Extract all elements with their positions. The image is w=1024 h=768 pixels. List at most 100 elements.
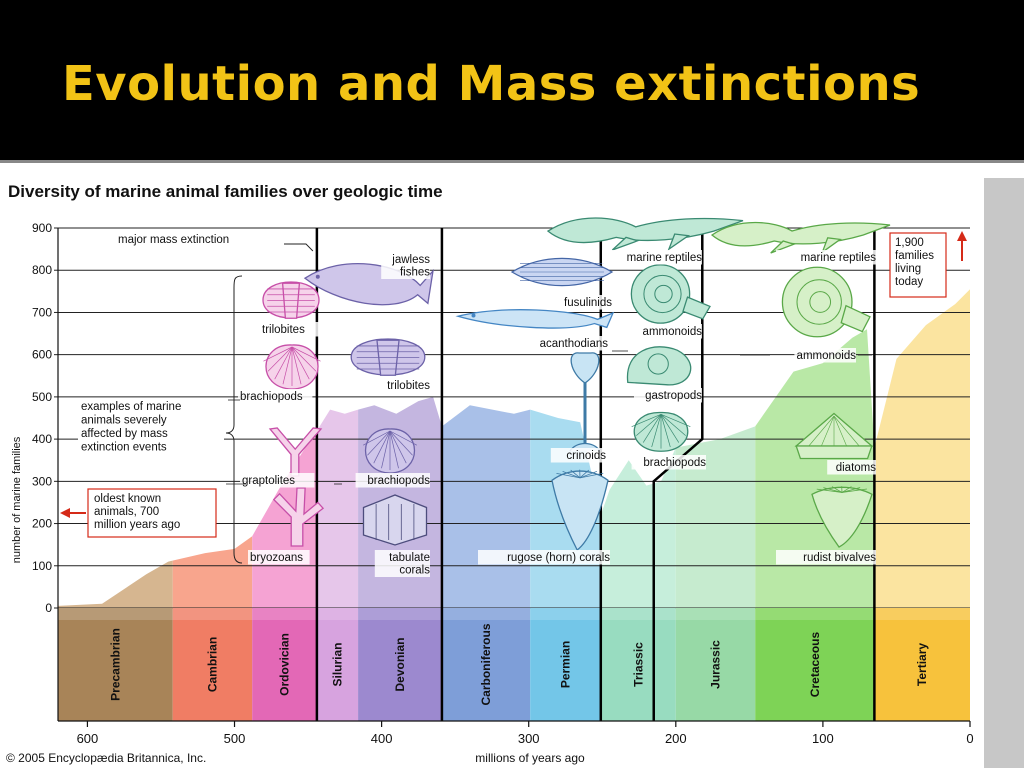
label-bg [634,388,702,403]
gastropods-drawing [626,346,692,386]
label-bg [240,473,315,488]
period-band-triassic [600,608,676,721]
label-bg [550,448,606,463]
examples-label-bg [78,398,224,456]
period-label-ordovician: Ordovician [278,633,292,696]
graptolites-drawing [268,427,323,477]
x-tick-label-200: 200 [665,731,687,746]
x-tick-label-600: 600 [77,731,99,746]
taxon-label-jawless-fishes: jawless fishes [391,254,430,279]
x-axis-title: millions of years ago [475,751,585,765]
brachiopods-3-rib [660,414,671,448]
y-tick-label-600: 600 [32,348,52,362]
marine-reptiles-1-drawing [546,217,744,251]
ammonoids-2-shell [781,266,853,338]
diversity-area-triassic [600,447,676,608]
ammonoids-2-tentacles [840,304,871,333]
brachiopods-3-rib [651,414,662,448]
acanthodians-drawing [455,309,615,329]
taxon-label-bryozoans: bryozoans [250,552,303,564]
right-margin-strip [984,178,1024,768]
rudist-bivalves-tentacle [823,487,843,493]
taxon-label-marine-reptiles-1: marine reptiles [627,252,703,264]
label-bg [776,250,876,265]
brachiopods-2-rib [389,430,407,464]
ammonoids-2-whorl [809,291,832,313]
brachiopods-2-rib [389,430,399,469]
period-band-sheen [358,608,442,620]
marine-reptiles-1-flipper [611,236,640,251]
slide-title-bar: Evolution and Mass extinctions [0,0,1024,160]
period-band-sheen [172,608,253,620]
period-band-sheen [316,608,359,620]
rudist-bivalves-tentacle [841,486,852,493]
trilobites-1-drawing [262,281,320,319]
y-axis-title: number of marine families [11,436,23,563]
brachiopods-1-rib [291,346,321,362]
brachiopods-3-rib [660,413,691,428]
x-tick-label-400: 400 [371,731,393,746]
period-label-permian: Permian [558,641,572,688]
brachiopods-2-rib [389,430,413,456]
x-tick-label-100: 100 [812,731,834,746]
ammonoids-1-whorl [643,274,682,314]
oldest-known-label: oldest known animals, 700 million years ag… [94,493,180,531]
diatoms-drawing [794,412,874,460]
x-tick-label-500: 500 [224,731,246,746]
brachiopods-1-rib [291,346,310,380]
brachiopods-1-drawing [263,344,321,390]
taxon-label-diatoms: diatoms [836,462,877,474]
label-bg [381,252,430,279]
brachiopods-2-rib [389,430,418,446]
brachiopods-1-rib [263,346,293,362]
taxon-label-crinoids: crinoids [566,450,606,462]
bryozoans-shape [272,487,325,547]
gastropods-shape [626,346,692,386]
ammonoids-1-whorl [654,284,673,304]
title-divider [0,160,1024,163]
diatoms-base [795,445,873,460]
diversity-area-jurassic [675,426,756,608]
period-band-cretaceous [755,608,875,721]
rugose-corals-drawing [551,469,609,551]
rudist-bivalves-tentacle [831,486,843,493]
period-band-sheen [58,608,173,620]
period-label-devonian: Devonian [393,637,407,691]
brachiopods-1-rib [291,346,317,372]
y-tick-label-100: 100 [32,559,52,573]
period-band-sheen [755,608,875,620]
label-bg [238,389,313,404]
rugose-corals-tentacle [556,473,581,479]
ammonoids-1-drawing [630,264,711,324]
period-label-triassic: Triassic [631,642,645,687]
diatoms-strut [808,415,835,447]
taxon-label-fusulinids: fusulinids [564,297,612,309]
label-bg [248,550,310,565]
marine-reptiles-2-shape [710,221,891,247]
marine-reptiles-1-flipper [667,233,691,251]
ammonoids-2-drawing [781,266,871,338]
y-tick-label-300: 300 [32,474,52,488]
label-bg [776,550,876,565]
brachiopods-2-rib [381,430,391,469]
taxon-label-gastropods: gastropods [645,390,702,402]
taxon-label-brachiopods-2: brachiopods [367,475,430,487]
period-band-ordovician [252,608,317,721]
period-label-precambrian: Precambrian [108,628,122,701]
brachiopods-3-rib [660,414,680,443]
marine-reptiles-2-drawing [710,221,891,254]
marine-reptiles-1-shape [546,217,744,244]
acanthodians-shape [455,309,615,329]
period-band-sheen [441,608,531,620]
rugose-corals-tentacle [562,471,581,479]
period-band-sheen [600,608,676,620]
y-tick-label-0: 0 [45,601,52,615]
diatoms-strut [821,415,835,447]
rudist-bivalves-tentacle [841,488,867,493]
major-extinction-leader [284,243,314,252]
jawless-fishes-eye [315,274,320,279]
major-extinction-label: major mass extinction [118,234,229,246]
rugose-corals-tentacle [579,469,590,479]
period-label-cretaceous: Cretaceous [808,632,822,698]
ammonoids-2-whorl [796,279,842,325]
